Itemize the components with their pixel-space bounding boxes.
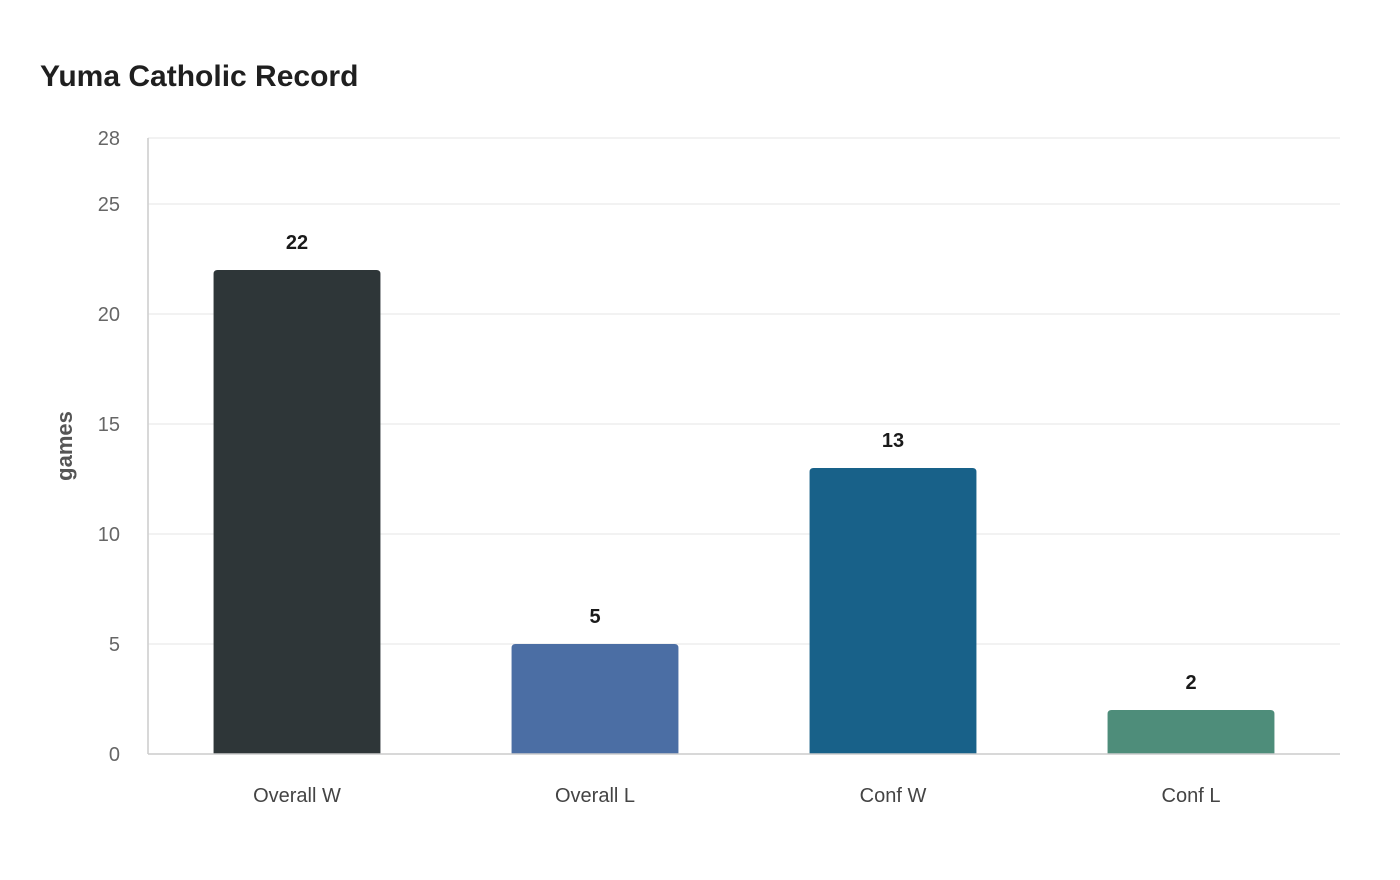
x-axis-categories: Overall W Overall L Conf W Conf L	[253, 785, 1220, 807]
y-axis-title: games	[52, 411, 77, 481]
y-tick-label: 15	[98, 414, 120, 436]
bar-value-label: 22	[286, 232, 308, 254]
bars	[213, 270, 1275, 754]
bar-value-label: 5	[589, 606, 600, 628]
bar-conf-l	[1107, 710, 1275, 754]
y-tick-label: 25	[98, 194, 120, 216]
x-category-label: Overall W	[253, 785, 341, 807]
y-tick-label: 0	[109, 744, 120, 766]
chart-title: Yuma Catholic Record	[40, 60, 359, 93]
bar-value-label: 13	[882, 430, 904, 452]
y-tick-label: 28	[98, 128, 120, 150]
x-category-label: Overall L	[555, 785, 635, 807]
bar-conf-w	[809, 468, 977, 754]
bar-overall-l	[511, 644, 679, 754]
y-axis-ticks: 0 5 10 15 20 25 28	[98, 128, 120, 766]
y-tick-label: 10	[98, 524, 120, 546]
bar-overall-w	[213, 270, 381, 754]
y-tick-label: 20	[98, 304, 120, 326]
value-labels: 22 5 13 2	[286, 232, 1197, 694]
x-category-label: Conf L	[1162, 785, 1221, 807]
y-tick-label: 5	[109, 634, 120, 656]
bar-value-label: 2	[1185, 672, 1196, 694]
x-category-label: Conf W	[860, 785, 927, 807]
